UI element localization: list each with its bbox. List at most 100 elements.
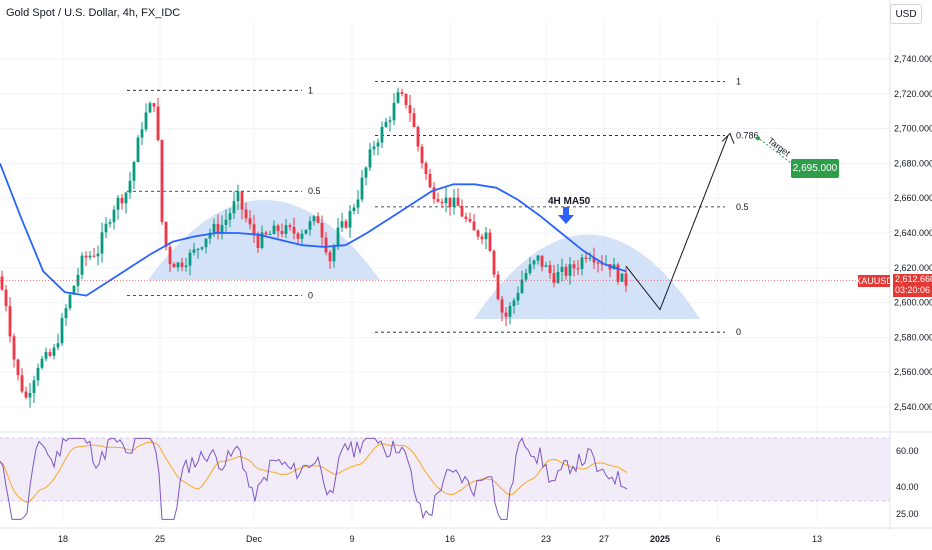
candle-body <box>392 102 396 121</box>
target-point <box>756 136 760 141</box>
candle-body <box>320 222 324 238</box>
candle-body <box>104 223 108 233</box>
candle-body <box>128 180 132 193</box>
candle-body <box>316 216 320 223</box>
candle-body <box>116 197 120 210</box>
candle-body <box>532 260 536 265</box>
currency-button[interactable]: USD <box>890 4 922 24</box>
last-price-badge: 2,612.660 03:20:06 <box>893 274 932 297</box>
fib-label: 0 <box>308 291 313 301</box>
candle-body <box>184 265 188 267</box>
candle-body <box>64 308 68 319</box>
candle-body <box>300 233 304 239</box>
time-tick-label: 16 <box>445 534 455 544</box>
candle-body <box>480 236 484 240</box>
candle-body <box>144 112 148 130</box>
fib-label: 1 <box>736 77 741 87</box>
price-tick-label: 2,620.000 <box>894 263 932 273</box>
candle-body <box>424 163 428 175</box>
candle-body <box>160 140 164 222</box>
candle-body <box>292 227 296 234</box>
candle-body <box>92 255 96 257</box>
rsi-line <box>0 437 628 520</box>
rsi-tick-label: 25.00 <box>896 509 919 519</box>
time-tick-label: 13 <box>812 534 822 544</box>
price-tick-label: 2,660.000 <box>894 193 932 203</box>
candle-body <box>68 294 72 309</box>
target-price-badge: 2,695.000 <box>791 159 839 178</box>
candle-body <box>36 367 40 381</box>
candle-body <box>164 221 168 247</box>
projection-path <box>625 132 792 311</box>
candle-body <box>20 375 24 392</box>
candle-body <box>364 167 368 178</box>
candle-body <box>520 279 524 293</box>
candle-body <box>500 299 504 313</box>
candle-body <box>496 274 500 300</box>
candle-body <box>592 257 596 263</box>
candle-body <box>60 318 64 344</box>
candle-body <box>544 265 548 267</box>
price-tick-label: 2,720.000 <box>894 89 932 99</box>
time-tick-label: 23 <box>541 534 551 544</box>
time-tick-label: 27 <box>599 534 609 544</box>
candle-body <box>244 209 248 219</box>
candle-body <box>12 336 16 360</box>
candle-body <box>416 127 420 147</box>
candle-body <box>400 92 404 94</box>
candle-body <box>492 250 496 275</box>
price-tick-label: 2,560.000 <box>894 367 932 377</box>
candle-body <box>112 209 116 223</box>
price-tick-label: 2,580.000 <box>894 332 932 342</box>
ma50-label: 4H MA50 <box>548 196 591 207</box>
candle-body <box>188 252 192 266</box>
candle-body <box>444 197 448 204</box>
candle-body <box>572 264 576 269</box>
rsi-tick-label: 40.00 <box>896 482 919 492</box>
candle-body <box>48 352 52 356</box>
candle-body <box>524 273 528 280</box>
candle-body <box>284 225 288 234</box>
candle-body <box>72 285 76 295</box>
candle-body <box>580 257 584 269</box>
candle-body <box>200 247 204 249</box>
candle-body <box>464 216 468 220</box>
candle-body <box>380 126 384 143</box>
price-tick-label: 2,740.000 <box>894 54 932 64</box>
candle-body <box>456 197 460 206</box>
candle-body <box>208 232 212 239</box>
candle-body <box>40 358 44 368</box>
candle-body <box>204 238 208 248</box>
candle-body <box>168 246 172 264</box>
candle-body <box>80 255 84 275</box>
candle-body <box>296 233 300 239</box>
candle-body <box>88 255 92 258</box>
ticker-badge: XAUUSD <box>855 275 893 287</box>
candle-body <box>408 105 412 114</box>
rsi-tick-label: 60.00 <box>896 446 919 456</box>
candle-body <box>228 213 232 220</box>
candle-body <box>4 289 8 307</box>
candle-body <box>176 262 180 268</box>
time-tick-label: 25 <box>155 534 165 544</box>
candle-body <box>596 262 600 264</box>
candle-body <box>476 230 480 237</box>
candle-body <box>280 231 284 234</box>
candle-body <box>468 219 472 222</box>
candle-body <box>360 177 364 200</box>
candle-body <box>140 129 144 138</box>
candle-body <box>396 92 400 103</box>
candle-body <box>352 207 356 212</box>
rsi-ma-line <box>0 441 628 503</box>
candle-body <box>44 352 48 359</box>
candle-body <box>548 265 552 274</box>
candle-body <box>460 205 464 217</box>
candle-body <box>324 237 328 253</box>
candle-body <box>584 257 588 259</box>
candle-body <box>328 252 332 262</box>
ma50-annotation: 4H MA50 <box>548 196 591 224</box>
candle-body <box>368 149 372 168</box>
candle-body <box>196 248 200 250</box>
price-tick-label: 2,680.000 <box>894 158 932 168</box>
